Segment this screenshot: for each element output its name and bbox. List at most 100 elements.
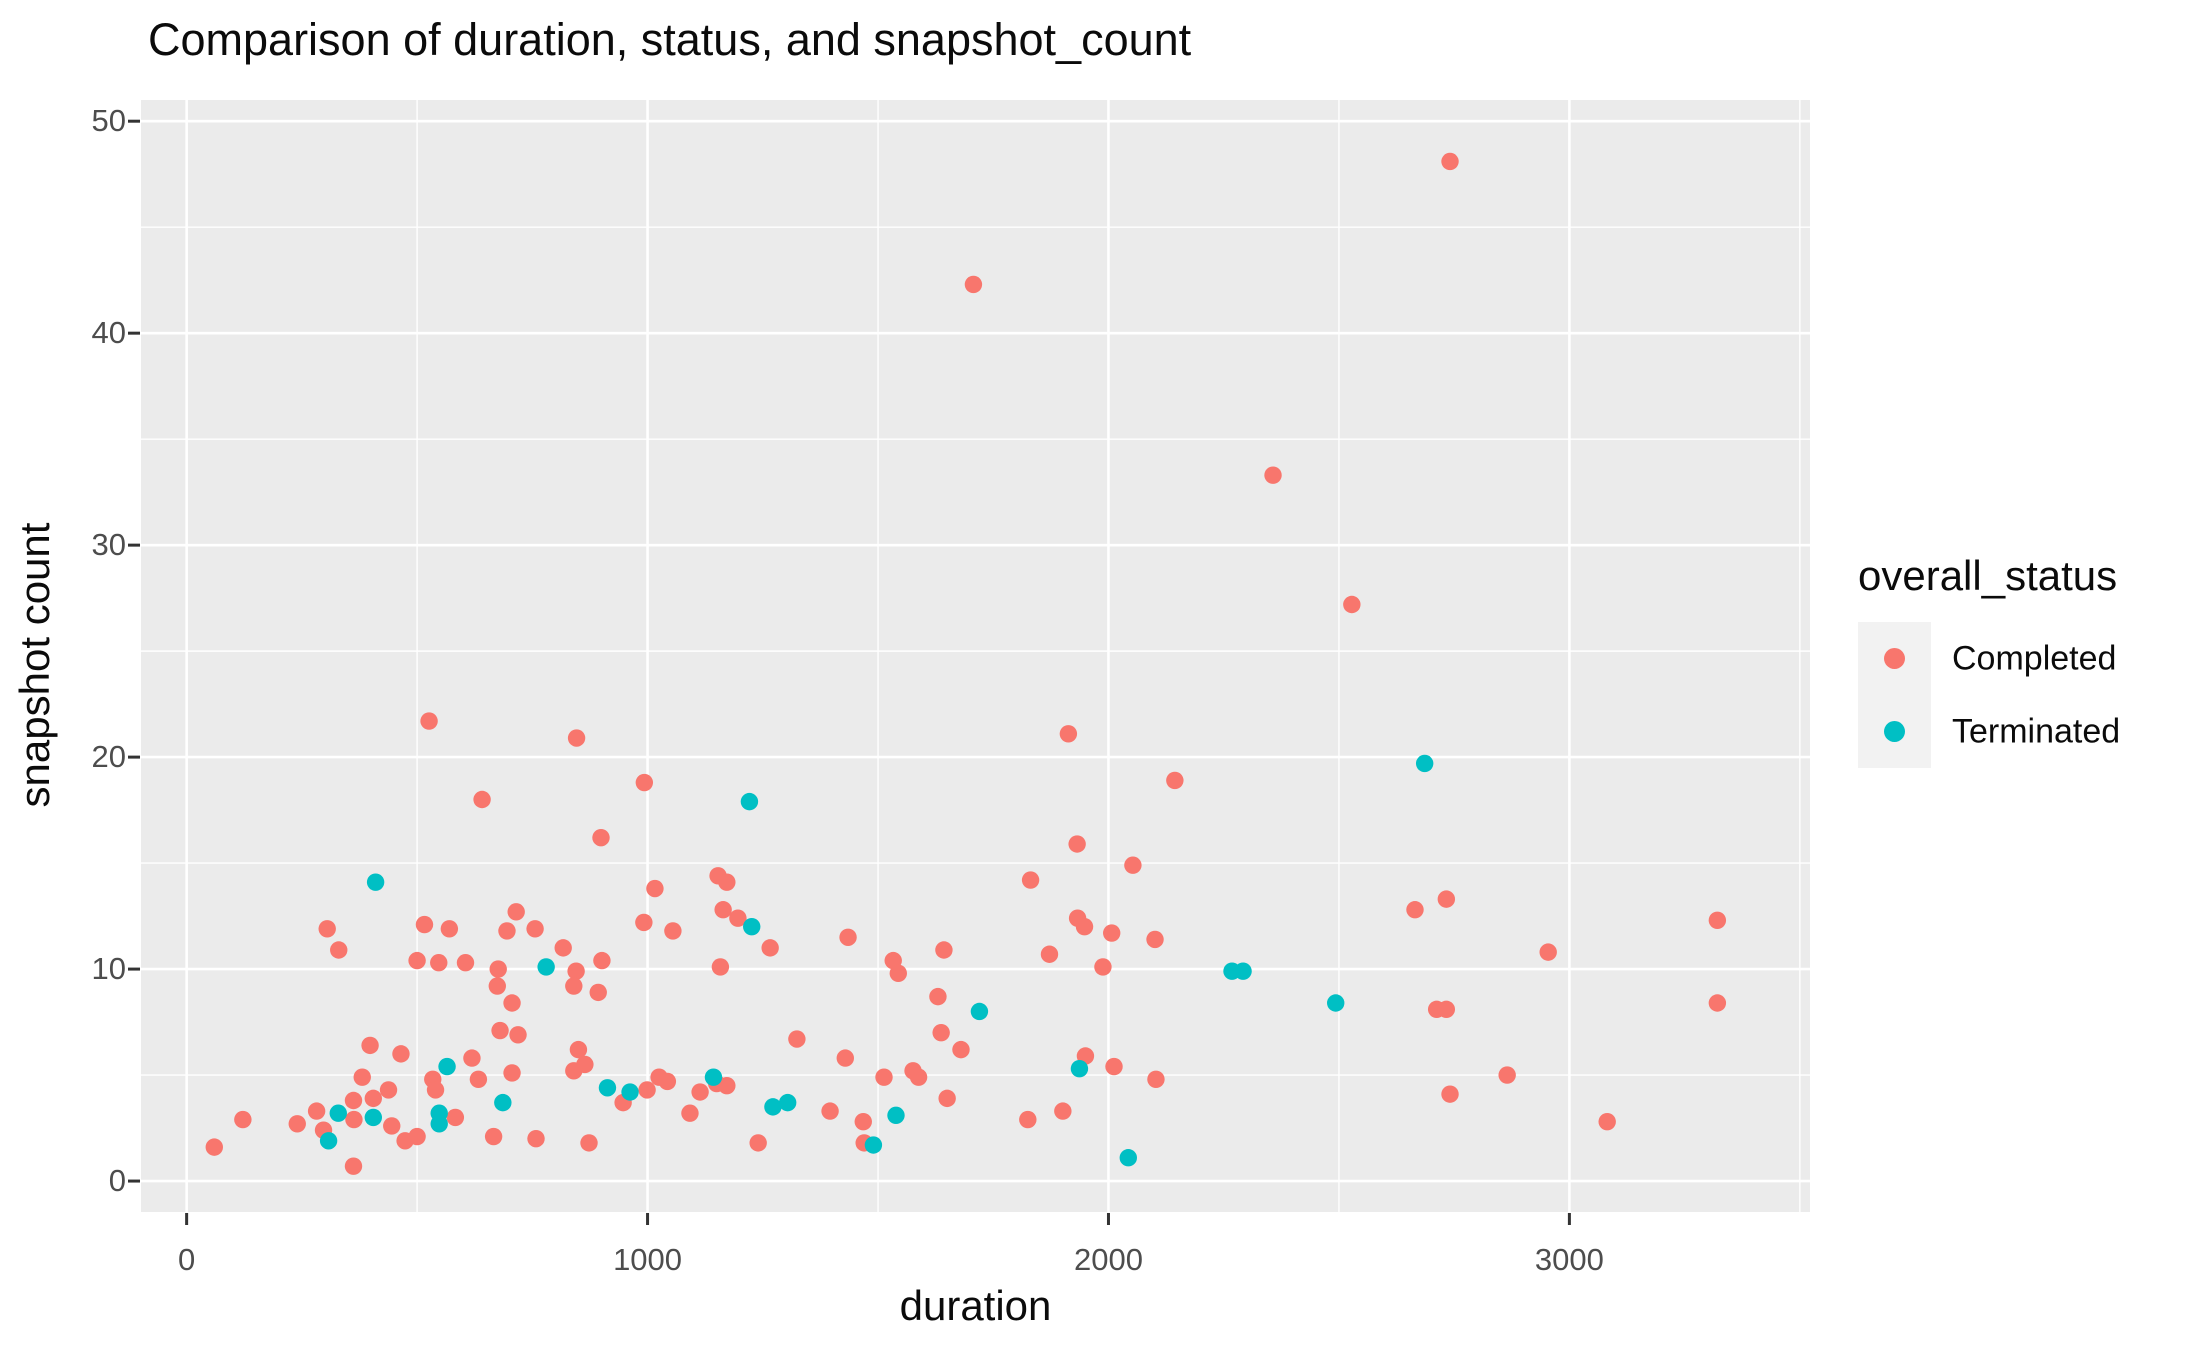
- data-point-completed: [658, 1072, 677, 1091]
- data-point-completed: [788, 1030, 806, 1048]
- data-point-completed: [875, 1068, 893, 1086]
- y-tick-label-40: 40: [91, 315, 126, 351]
- y-tick-label-50: 50: [91, 103, 126, 139]
- data-point-completed: [1539, 943, 1557, 961]
- legend-label: Completed: [1952, 639, 2117, 677]
- data-point-completed: [1498, 1066, 1516, 1084]
- data-point-terminated: [621, 1083, 639, 1101]
- data-point-completed: [589, 983, 607, 1002]
- data-point-terminated: [598, 1079, 617, 1097]
- data-point-completed: [1105, 1057, 1123, 1076]
- data-point-completed: [635, 913, 653, 932]
- data-point-completed: [488, 977, 506, 995]
- data-point-completed: [1146, 930, 1164, 949]
- data-point-completed: [718, 1076, 736, 1095]
- data-point-completed: [567, 962, 585, 980]
- data-point-completed: [491, 1021, 509, 1040]
- data-point-completed: [473, 790, 491, 809]
- data-point-completed: [952, 1040, 970, 1059]
- data-point-completed: [318, 920, 336, 938]
- data-point-completed: [503, 994, 521, 1012]
- data-point-completed: [1068, 835, 1086, 853]
- data-point-completed: [580, 1134, 598, 1152]
- legend-items: Completed Terminated: [1858, 622, 2178, 768]
- data-point-completed: [1103, 924, 1121, 942]
- data-point-completed: [565, 977, 583, 995]
- data-point-terminated: [1415, 754, 1434, 773]
- data-point-terminated: [887, 1106, 905, 1125]
- data-point-terminated: [430, 1115, 448, 1133]
- data-point-completed: [489, 960, 507, 978]
- data-point-completed: [638, 1081, 656, 1099]
- data-point-completed: [554, 939, 572, 957]
- legend-dot-icon: [1884, 648, 1905, 669]
- data-point-completed: [1021, 871, 1040, 889]
- data-point-completed: [498, 922, 516, 940]
- data-point-completed: [1708, 994, 1727, 1012]
- plot-title: Comparison of duration, status, and snap…: [148, 14, 1192, 65]
- legend-item-completed: Completed: [1858, 622, 2178, 695]
- data-point-completed: [415, 915, 434, 934]
- data-point-terminated: [778, 1093, 797, 1112]
- data-point-completed: [711, 958, 730, 976]
- data-point-terminated: [319, 1132, 338, 1150]
- data-point-completed: [1441, 152, 1459, 171]
- legend-key-box: [1858, 622, 1931, 695]
- data-point-completed: [646, 879, 664, 898]
- x-tick-label-2000: 2000: [1073, 1242, 1143, 1277]
- data-point-completed: [836, 1049, 854, 1067]
- data-point-completed: [446, 1108, 465, 1127]
- y-tick-label-0: 0: [108, 1163, 126, 1199]
- data-point-completed: [507, 903, 525, 921]
- data-point-completed: [353, 1068, 371, 1086]
- data-point-completed: [929, 987, 947, 1006]
- data-point-completed: [379, 1081, 398, 1099]
- data-point-completed: [664, 922, 682, 940]
- data-point-completed: [1343, 595, 1361, 614]
- data-point-completed: [1166, 771, 1184, 790]
- data-point-completed: [1054, 1102, 1072, 1120]
- data-point-completed: [361, 1036, 379, 1055]
- data-point-terminated: [864, 1136, 883, 1154]
- data-point-completed: [469, 1070, 488, 1089]
- y-axis-title: snapshot count: [11, 522, 58, 808]
- data-point-completed: [440, 920, 459, 938]
- data-point-completed: [456, 954, 475, 972]
- data-point-completed: [889, 964, 907, 983]
- data-point-completed: [593, 951, 611, 970]
- data-point-completed: [345, 1110, 363, 1129]
- data-point-completed: [1264, 466, 1282, 484]
- data-point-completed: [635, 773, 654, 792]
- data-point-completed: [426, 1081, 445, 1099]
- data-point-completed: [1708, 911, 1727, 930]
- legend-dot-icon: [1884, 721, 1905, 742]
- data-point-completed: [1124, 856, 1142, 874]
- data-point-terminated: [1327, 994, 1345, 1012]
- data-point-terminated: [740, 792, 759, 811]
- data-point-completed: [854, 1113, 872, 1131]
- data-point-completed: [383, 1117, 401, 1135]
- data-point-completed: [569, 1040, 588, 1059]
- legend-key-box: [1858, 695, 1931, 768]
- data-point-completed: [430, 954, 448, 972]
- data-point-completed: [1040, 945, 1059, 963]
- data-point-completed: [526, 920, 544, 938]
- legend-label: Terminated: [1952, 712, 2121, 750]
- data-point-terminated: [1234, 962, 1252, 980]
- data-point-completed: [964, 275, 983, 294]
- data-point-completed: [935, 941, 953, 959]
- data-point-terminated: [743, 917, 761, 936]
- data-point-completed: [307, 1102, 326, 1120]
- data-point-completed: [714, 901, 732, 919]
- data-point-completed: [718, 873, 736, 891]
- data-point-completed: [1437, 890, 1456, 908]
- data-point-completed: [364, 1089, 383, 1108]
- data-point-completed: [344, 1091, 363, 1110]
- data-point-completed: [344, 1157, 363, 1175]
- data-point-terminated: [1119, 1149, 1137, 1167]
- plot-panel: [141, 100, 1810, 1212]
- x-tick-label-3000: 3000: [1534, 1242, 1604, 1277]
- data-point-terminated: [537, 958, 555, 976]
- data-point-completed: [408, 951, 426, 970]
